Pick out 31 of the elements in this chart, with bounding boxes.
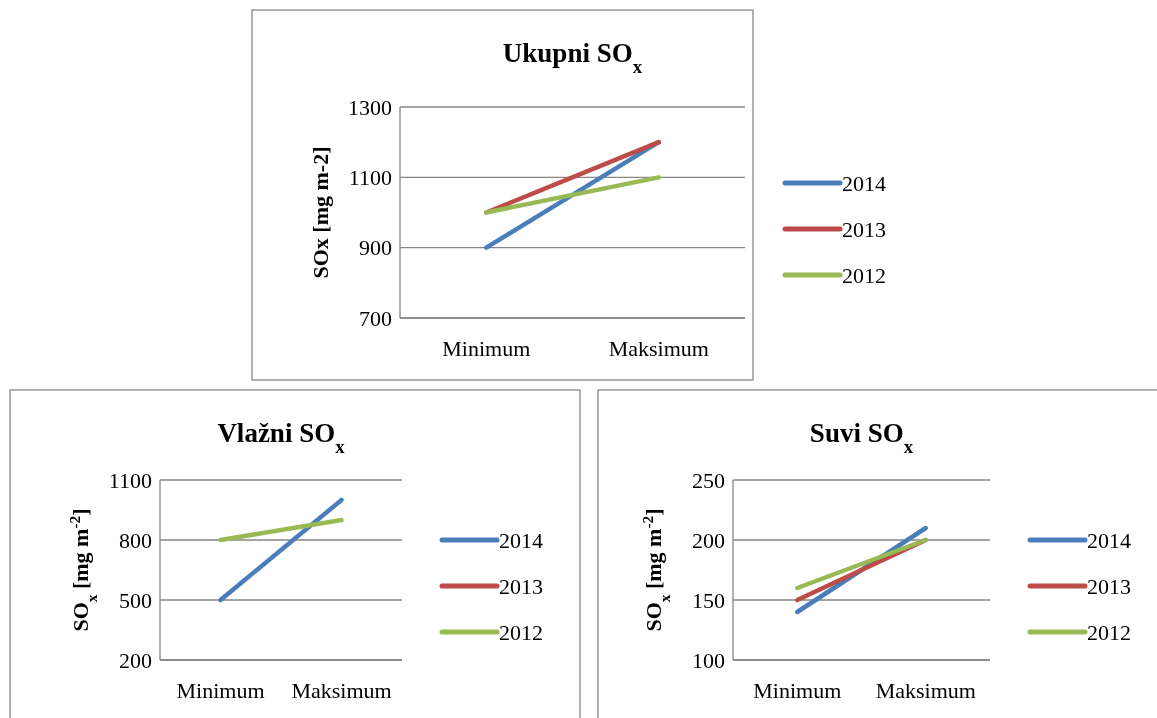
y-tick-label: 200: [692, 527, 725, 553]
y-tick-label: 1100: [108, 467, 152, 493]
legend-label: 2014: [842, 170, 886, 196]
y-axis-title: SOx [mg m-2]: [308, 146, 333, 279]
y-tick-label: 100: [692, 647, 725, 673]
y-tick-label: 1100: [348, 165, 392, 191]
x-tick-label: Maksimum: [291, 678, 392, 703]
y-tick-label: 900: [359, 235, 392, 261]
x-tick-label: Maksimum: [608, 336, 709, 361]
legend-label: 2013: [499, 573, 543, 599]
legend-label: 2014: [1087, 527, 1131, 553]
legend-label: 2012: [1087, 619, 1131, 645]
chart-title: Vlažni SO$_{x}$: [217, 418, 346, 457]
legend-label: 2012: [499, 619, 543, 645]
y-tick-label: 250: [692, 467, 725, 493]
y-tick-label: 200: [119, 647, 152, 673]
y-tick-label: 150: [692, 587, 725, 613]
legend-label: 2013: [1087, 573, 1131, 599]
chart-title: Suvi SO$_{x}$: [809, 418, 914, 457]
x-tick-label: Minimum: [176, 678, 265, 703]
x-tick-label: Maksimum: [875, 678, 976, 703]
legend-label: 2014: [499, 527, 543, 553]
chart-title: Ukupni SO$_{x}$: [502, 38, 643, 77]
x-tick-label: Minimum: [442, 336, 531, 361]
y-tick-label: 700: [359, 305, 392, 331]
x-tick-label: Minimum: [753, 678, 842, 703]
y-tick-label: 500: [119, 587, 152, 613]
y-tick-label: 1300: [348, 94, 392, 120]
y-tick-label: 800: [119, 527, 152, 553]
legend-label: 2013: [842, 216, 886, 242]
legend-label: 2012: [842, 262, 886, 288]
